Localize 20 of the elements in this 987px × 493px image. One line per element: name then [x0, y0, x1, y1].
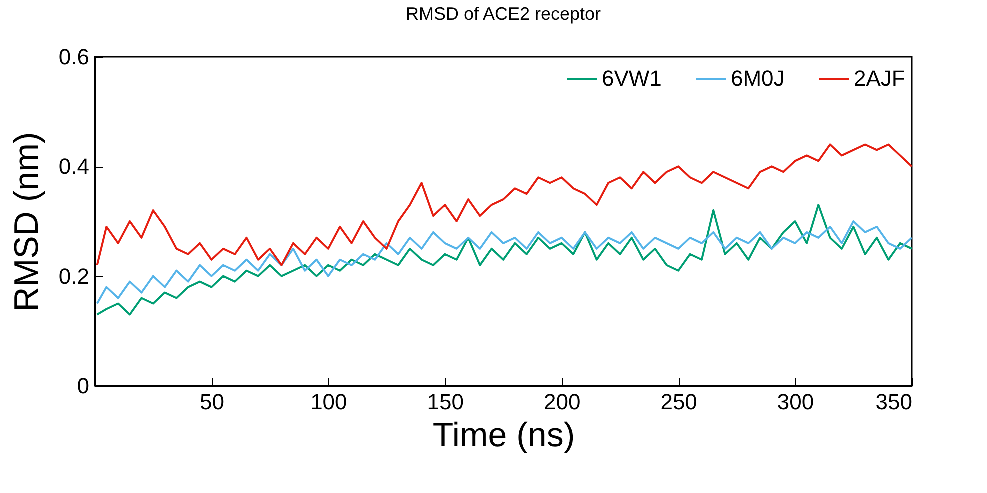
legend-label: 2AJF [854, 66, 906, 91]
line-series [96, 204, 912, 316]
y-tick-label: 0.2 [58, 264, 90, 289]
x-tick-label: 250 [660, 390, 698, 414]
y-tick-label: 0 [77, 374, 90, 398]
line-series [96, 144, 912, 266]
y-tick-label: 0.6 [58, 44, 90, 70]
line-series [96, 220, 912, 305]
x-tick-label: 150 [427, 390, 464, 414]
x-tick-label: 100 [310, 390, 348, 414]
x-axis-title: Time (ns) [432, 416, 576, 454]
chart-title: RMSD of ACE2 receptor [406, 4, 602, 24]
y-tick-label: 0.4 [58, 154, 90, 180]
legend-label: 6M0J [731, 66, 785, 91]
x-tick-label: 350 [876, 390, 912, 414]
x-tick-label: 300 [777, 390, 814, 414]
legend-label: 6VW1 [602, 66, 662, 91]
x-tick-label: 50 [200, 390, 224, 414]
y-axis-title: RMSD (nm) [8, 132, 46, 312]
x-tick-label: 200 [544, 390, 581, 414]
